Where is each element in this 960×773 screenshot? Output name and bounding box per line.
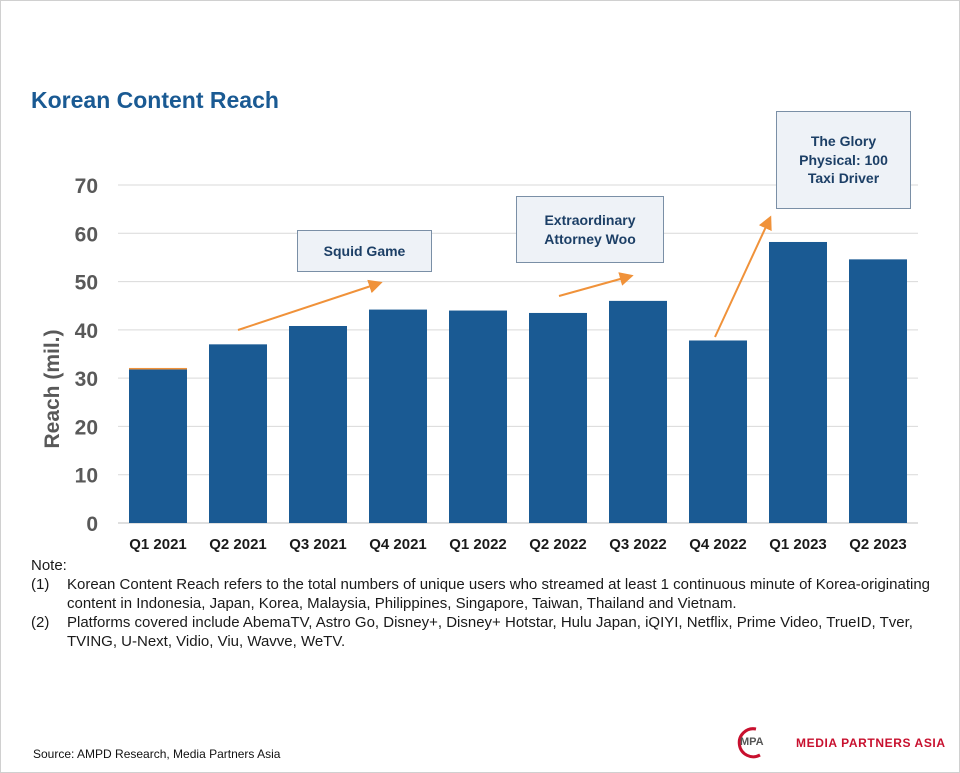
x-tick-label: Q1 2023 — [769, 536, 827, 553]
annotation-the-glory: The Glory Physical: 100 Taxi Driver — [776, 111, 911, 209]
x-tick-label: Q4 2022 — [689, 536, 747, 553]
y-tick-label: 60 — [75, 223, 98, 246]
y-tick-label: 70 — [75, 175, 98, 198]
bar-chart: 0 10 20 30 40 50 60 70 Q1 2021 Q2 2021 Q3 2021 Q4 … — [41, 175, 918, 553]
source-note: Source: AMPD Research, Media Partners As… — [33, 747, 281, 761]
company-logo: MPA MEDIA PARTNERS ASIA — [734, 725, 945, 761]
annotation-line: Taxi Driver — [807, 170, 880, 187]
notes: Note: (1) Korean Content Reach refers to… — [31, 556, 936, 651]
y-axis-ticks: 0 10 20 30 40 50 60 70 — [75, 175, 98, 536]
x-tick-label: Q1 2021 — [129, 536, 187, 553]
y-axis-label: Reach (mil.) — [41, 329, 64, 448]
trend-arrows — [237, 215, 772, 338]
arrow-attorney-woo — [558, 272, 634, 297]
x-tick-label: Q2 2023 — [849, 536, 907, 553]
arrow-the-glory — [714, 215, 772, 338]
bar — [369, 309, 427, 523]
y-tick-label: 40 — [75, 320, 98, 343]
annotation-squid-game: Squid Game — [297, 230, 432, 272]
annotation-line: Squid Game — [323, 242, 406, 259]
note-text: Korean Content Reach refers to the total… — [67, 576, 930, 612]
bar — [849, 259, 907, 523]
annotation-line: The Glory — [810, 132, 877, 149]
bars — [129, 241, 907, 523]
y-tick-label: 0 — [86, 513, 98, 536]
bar — [209, 344, 267, 523]
note-item: (1) Korean Content Reach refers to the t… — [31, 575, 936, 613]
note-text: Platforms covered include AbemaTV, Astro… — [67, 614, 913, 650]
bar — [609, 300, 667, 523]
annotation-line: Extraordinary — [544, 211, 636, 228]
bar — [289, 325, 347, 523]
x-tick-label: Q1 2022 — [449, 536, 507, 553]
y-tick-label: 20 — [75, 416, 98, 439]
bar — [689, 340, 747, 523]
note-item: (2) Platforms covered include AbemaTV, A… — [31, 613, 936, 651]
x-tick-label: Q2 2022 — [529, 536, 587, 553]
arrow-squid-game — [237, 279, 383, 331]
x-tick-label: Q2 2021 — [209, 536, 267, 553]
page-title: Korean Content Reach — [31, 87, 279, 113]
logo-name: MEDIA PARTNERS ASIA — [796, 736, 946, 750]
bar — [769, 241, 827, 523]
x-tick-label: Q3 2021 — [289, 536, 347, 553]
y-tick-label: 50 — [75, 272, 98, 295]
x-axis-ticks: Q1 2021 Q2 2021 Q3 2021 Q4 2021 Q1 2022 Q2 20… — [129, 536, 907, 553]
logo-swoosh-icon — [737, 727, 761, 759]
annotation-attorney-woo: Extraordinary Attorney Woo — [516, 196, 664, 263]
x-tick-label: Q3 2022 — [609, 536, 667, 553]
bar — [129, 369, 187, 523]
bar — [449, 310, 507, 523]
x-tick-label: Q4 2021 — [369, 536, 427, 553]
annotation-line: Attorney Woo — [544, 230, 636, 247]
annotation-line: Physical: 100 — [799, 151, 888, 168]
bar — [529, 312, 587, 523]
notes-heading: Note: — [31, 557, 67, 574]
y-tick-label: 10 — [75, 465, 98, 488]
note-number: (2) — [31, 614, 50, 631]
bar-accent — [129, 367, 187, 370]
y-tick-label: 30 — [75, 368, 98, 391]
note-number: (1) — [31, 576, 50, 593]
logo-mark: MPA — [740, 736, 764, 748]
